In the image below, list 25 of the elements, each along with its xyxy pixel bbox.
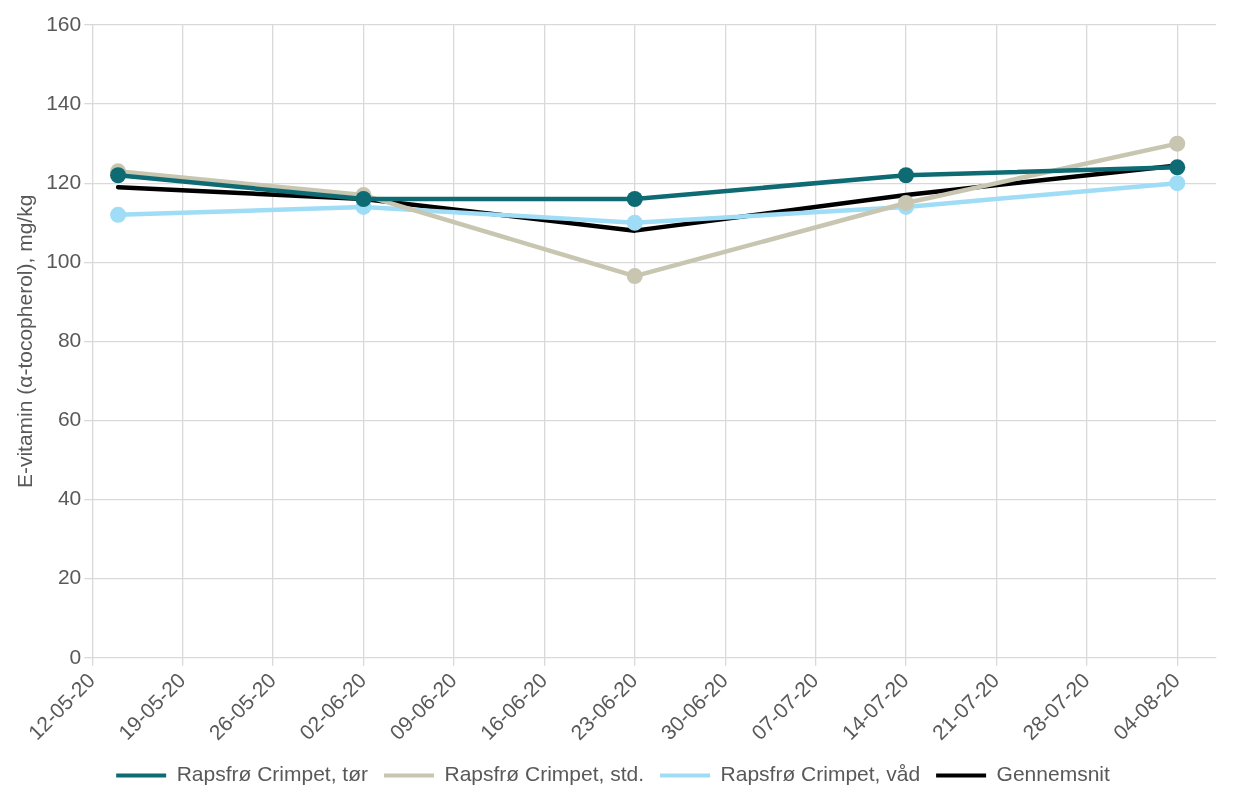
y-tick-label: 140 (46, 90, 82, 114)
legend-label: Rapsfrø Crimpet, std. (444, 762, 645, 786)
y-tick-label: 80 (57, 328, 82, 352)
point (1169, 135, 1186, 152)
y-tick-label: 120 (46, 169, 82, 193)
y-tick-label: 20 (57, 565, 82, 589)
y-tick-label: 60 (57, 407, 82, 431)
legend-label: Gennemsnit (996, 762, 1110, 786)
point (1169, 159, 1186, 176)
y-axis-title: E-vitamin (α-tocopherol), mg/kg (13, 194, 37, 489)
y-tick-label: 40 (57, 486, 82, 510)
point (626, 191, 643, 207)
point (626, 214, 643, 231)
point (355, 191, 372, 207)
point (110, 206, 127, 223)
point (626, 268, 643, 285)
point (1169, 175, 1186, 192)
legend-label: Rapsfrø Crimpet, våd (720, 762, 921, 786)
point (110, 167, 127, 184)
legend-label: Rapsfrø Crimpet, tør (176, 762, 369, 786)
y-tick-label: 100 (46, 249, 82, 273)
y-tick-label: 0 (69, 644, 82, 668)
y-tick-label: 160 (46, 11, 82, 35)
point (898, 167, 914, 184)
point (898, 194, 914, 211)
